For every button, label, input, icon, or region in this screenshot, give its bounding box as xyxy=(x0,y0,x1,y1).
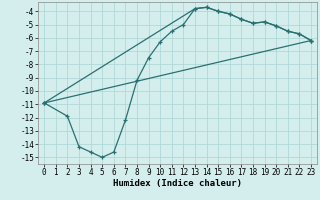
X-axis label: Humidex (Indice chaleur): Humidex (Indice chaleur) xyxy=(113,179,242,188)
